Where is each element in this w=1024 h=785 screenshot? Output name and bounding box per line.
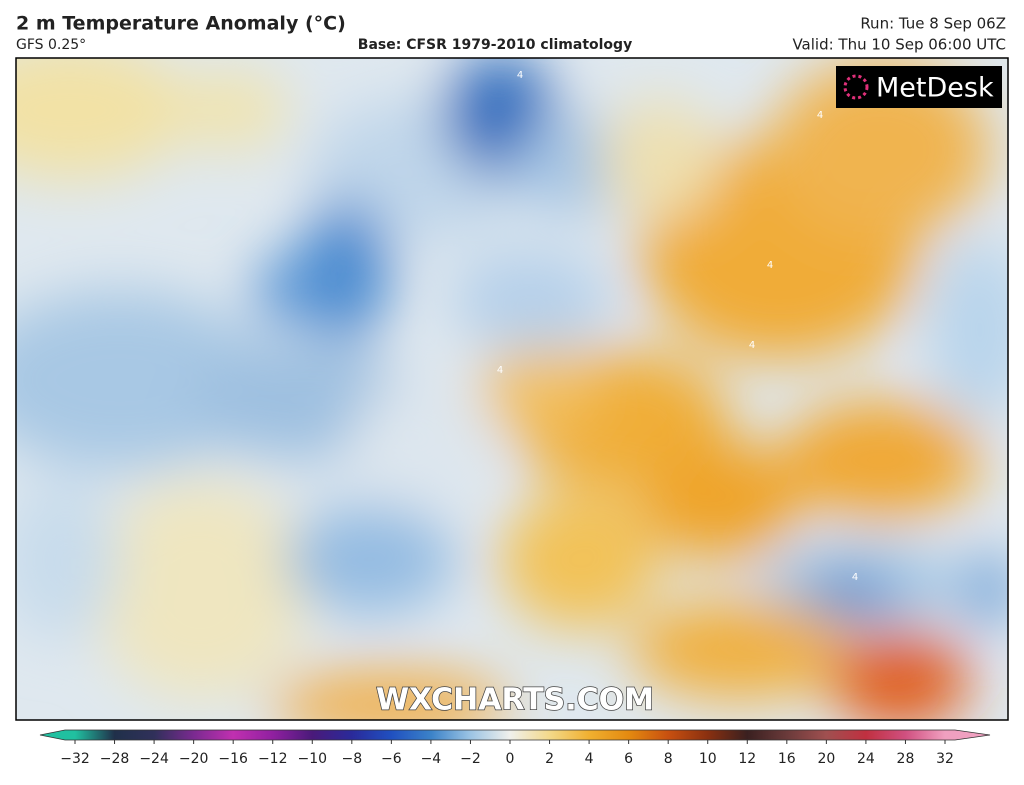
colorbar-tick-label: 4 (585, 751, 594, 767)
run: Run: Tue 8 Sep 06Z (860, 15, 1006, 33)
colorbar-tick-label: −16 (218, 751, 248, 767)
colorbar-tick-label: −28 (100, 751, 130, 767)
valid: Valid: Thu 10 Sep 06:00 UTC (792, 36, 1006, 54)
contour-label: 4 (497, 365, 503, 376)
map-frame (15, 57, 1009, 721)
colorbar-tick-label: 0 (506, 751, 515, 767)
contour-label: 4 (852, 572, 858, 583)
colorbar: −32 −28 −24 −20 −16 −12 −10 −8 −6 −4 −2 0 2 4 6 8 10 12 16… (39, 729, 991, 767)
colorbar-tick-label: −24 (139, 751, 169, 767)
colorbar-tick-label: 12 (738, 751, 756, 767)
colorbar-tick-label: −4 (421, 751, 442, 767)
title: 2 m Temperature Anomaly (°C) (16, 13, 346, 35)
colorbar-tick-label: −2 (460, 751, 481, 767)
colorbar-tick-label: 20 (817, 751, 835, 767)
contour-label: 4 (767, 260, 773, 271)
colorbar-tick-label: 6 (624, 751, 633, 767)
colorbar-tick-label: −10 (297, 751, 327, 767)
colorbar-tick-label: −6 (381, 751, 402, 767)
colorbar-tick-label: 28 (897, 751, 915, 767)
colorbar-tick-label: 8 (664, 751, 673, 767)
colorbar-tick-label: 10 (699, 751, 717, 767)
model: GFS 0.25° (16, 37, 86, 53)
colorbar-tick-label: 2 (545, 751, 554, 767)
colorbar-tick-label: 24 (857, 751, 875, 767)
colorbar-tick-label: −32 (60, 751, 90, 767)
colorbar-bar (39, 729, 991, 741)
colorbar-tick-label: 16 (778, 751, 796, 767)
logo-box (836, 66, 1002, 108)
contour-label: 4 (517, 70, 523, 81)
map: 4 4 4 4 4 4 (16, 58, 1008, 720)
logo: MetDesk (876, 73, 994, 104)
colorbar-tick-label: 32 (936, 751, 954, 767)
base: Base: CFSR 1979-2010 climatology (358, 37, 632, 53)
watermark: WXCHARTS.COM (376, 683, 654, 718)
logo-icon (843, 74, 869, 100)
colorbar-tick-label: −20 (179, 751, 209, 767)
colorbar-tick-label: −12 (258, 751, 288, 767)
contour-label: 4 (749, 340, 755, 351)
contour-label: 4 (817, 110, 823, 121)
colorbar-tick-label: −8 (341, 751, 362, 767)
